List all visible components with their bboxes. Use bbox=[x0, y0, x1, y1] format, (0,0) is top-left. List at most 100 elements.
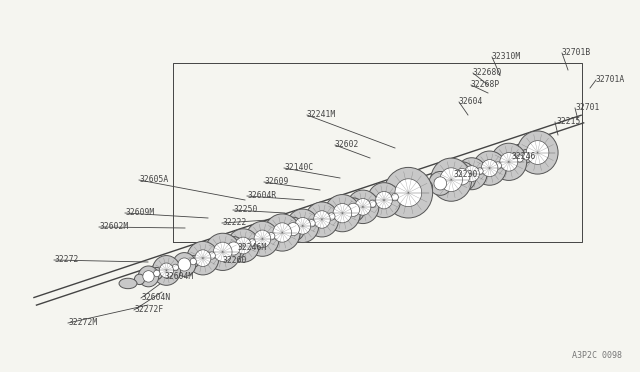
Ellipse shape bbox=[205, 249, 218, 262]
Text: 32605A: 32605A bbox=[140, 175, 169, 184]
Ellipse shape bbox=[500, 153, 518, 171]
Ellipse shape bbox=[431, 158, 472, 201]
Ellipse shape bbox=[388, 190, 401, 204]
Text: 32222: 32222 bbox=[223, 218, 248, 227]
Text: 32604: 32604 bbox=[459, 97, 483, 106]
Ellipse shape bbox=[454, 169, 470, 185]
Text: 32701A: 32701A bbox=[596, 75, 625, 84]
Ellipse shape bbox=[342, 198, 365, 222]
Ellipse shape bbox=[464, 166, 479, 182]
Ellipse shape bbox=[395, 179, 422, 206]
Ellipse shape bbox=[138, 266, 159, 287]
Ellipse shape bbox=[205, 233, 241, 270]
Ellipse shape bbox=[517, 131, 558, 174]
Ellipse shape bbox=[429, 171, 452, 195]
Text: 32268P: 32268P bbox=[471, 80, 500, 89]
Ellipse shape bbox=[249, 239, 256, 246]
Ellipse shape bbox=[516, 155, 524, 162]
Text: 32604R: 32604R bbox=[248, 191, 277, 200]
Ellipse shape bbox=[236, 237, 252, 254]
Ellipse shape bbox=[347, 190, 379, 224]
Ellipse shape bbox=[481, 160, 498, 177]
Text: 32241M: 32241M bbox=[307, 110, 336, 119]
Ellipse shape bbox=[448, 162, 476, 192]
Ellipse shape bbox=[473, 151, 506, 185]
Text: 32215: 32215 bbox=[557, 117, 581, 126]
Ellipse shape bbox=[188, 256, 199, 267]
Ellipse shape bbox=[264, 214, 300, 251]
Text: 32609M: 32609M bbox=[126, 208, 156, 217]
Ellipse shape bbox=[134, 274, 145, 285]
Ellipse shape bbox=[376, 191, 392, 209]
Ellipse shape bbox=[119, 278, 137, 289]
Ellipse shape bbox=[282, 217, 305, 241]
Text: 32268Q: 32268Q bbox=[473, 68, 502, 77]
Ellipse shape bbox=[347, 203, 360, 217]
Ellipse shape bbox=[308, 219, 315, 227]
Ellipse shape bbox=[440, 168, 463, 192]
Text: 32230: 32230 bbox=[454, 170, 478, 179]
Ellipse shape bbox=[187, 241, 219, 275]
Ellipse shape bbox=[355, 199, 371, 215]
Text: 32250: 32250 bbox=[234, 205, 259, 214]
Text: 32260: 32260 bbox=[223, 256, 248, 265]
Ellipse shape bbox=[227, 242, 240, 255]
Ellipse shape bbox=[173, 253, 196, 276]
Text: 32604N: 32604N bbox=[142, 293, 172, 302]
Ellipse shape bbox=[416, 184, 426, 194]
Ellipse shape bbox=[474, 165, 486, 177]
Ellipse shape bbox=[294, 217, 311, 234]
Ellipse shape bbox=[522, 153, 529, 160]
Ellipse shape bbox=[384, 167, 433, 218]
Ellipse shape bbox=[477, 168, 483, 174]
Text: 32701: 32701 bbox=[576, 103, 600, 112]
Ellipse shape bbox=[367, 183, 401, 218]
Ellipse shape bbox=[366, 197, 379, 211]
Ellipse shape bbox=[172, 264, 179, 271]
Text: 32602: 32602 bbox=[335, 140, 360, 149]
Ellipse shape bbox=[491, 143, 527, 180]
Text: 32602M: 32602M bbox=[100, 222, 129, 231]
Ellipse shape bbox=[246, 236, 259, 249]
Ellipse shape bbox=[254, 230, 271, 248]
Text: 32246: 32246 bbox=[512, 152, 536, 161]
Ellipse shape bbox=[392, 193, 398, 201]
Ellipse shape bbox=[495, 162, 502, 169]
Ellipse shape bbox=[333, 203, 352, 223]
Ellipse shape bbox=[246, 221, 279, 256]
Ellipse shape bbox=[195, 250, 211, 266]
Text: A3P2C 0098: A3P2C 0098 bbox=[572, 351, 622, 360]
Ellipse shape bbox=[152, 256, 180, 285]
Ellipse shape bbox=[154, 270, 160, 277]
Ellipse shape bbox=[314, 211, 330, 228]
Ellipse shape bbox=[190, 258, 196, 265]
Ellipse shape bbox=[305, 202, 339, 237]
Text: 32604M: 32604M bbox=[165, 272, 195, 281]
Text: 32272M: 32272M bbox=[69, 318, 99, 327]
Ellipse shape bbox=[143, 271, 154, 282]
Ellipse shape bbox=[178, 258, 191, 271]
Ellipse shape bbox=[305, 217, 318, 230]
Ellipse shape bbox=[287, 222, 300, 236]
Ellipse shape bbox=[287, 209, 319, 243]
Ellipse shape bbox=[159, 263, 173, 278]
Ellipse shape bbox=[325, 210, 338, 223]
Ellipse shape bbox=[328, 213, 335, 220]
Text: 32310M: 32310M bbox=[492, 52, 521, 61]
Text: 32246M: 32246M bbox=[238, 243, 268, 252]
Ellipse shape bbox=[265, 230, 278, 243]
Ellipse shape bbox=[369, 200, 376, 208]
Ellipse shape bbox=[456, 158, 487, 190]
Ellipse shape bbox=[268, 232, 275, 240]
Ellipse shape bbox=[420, 180, 433, 194]
Text: 32701B: 32701B bbox=[562, 48, 591, 57]
Ellipse shape bbox=[520, 150, 532, 163]
Ellipse shape bbox=[213, 242, 232, 262]
Ellipse shape bbox=[151, 267, 163, 279]
Ellipse shape bbox=[526, 141, 549, 164]
Ellipse shape bbox=[170, 262, 181, 273]
Text: 32272: 32272 bbox=[55, 255, 79, 264]
Ellipse shape bbox=[513, 152, 526, 165]
Ellipse shape bbox=[324, 195, 360, 232]
Ellipse shape bbox=[434, 177, 447, 190]
